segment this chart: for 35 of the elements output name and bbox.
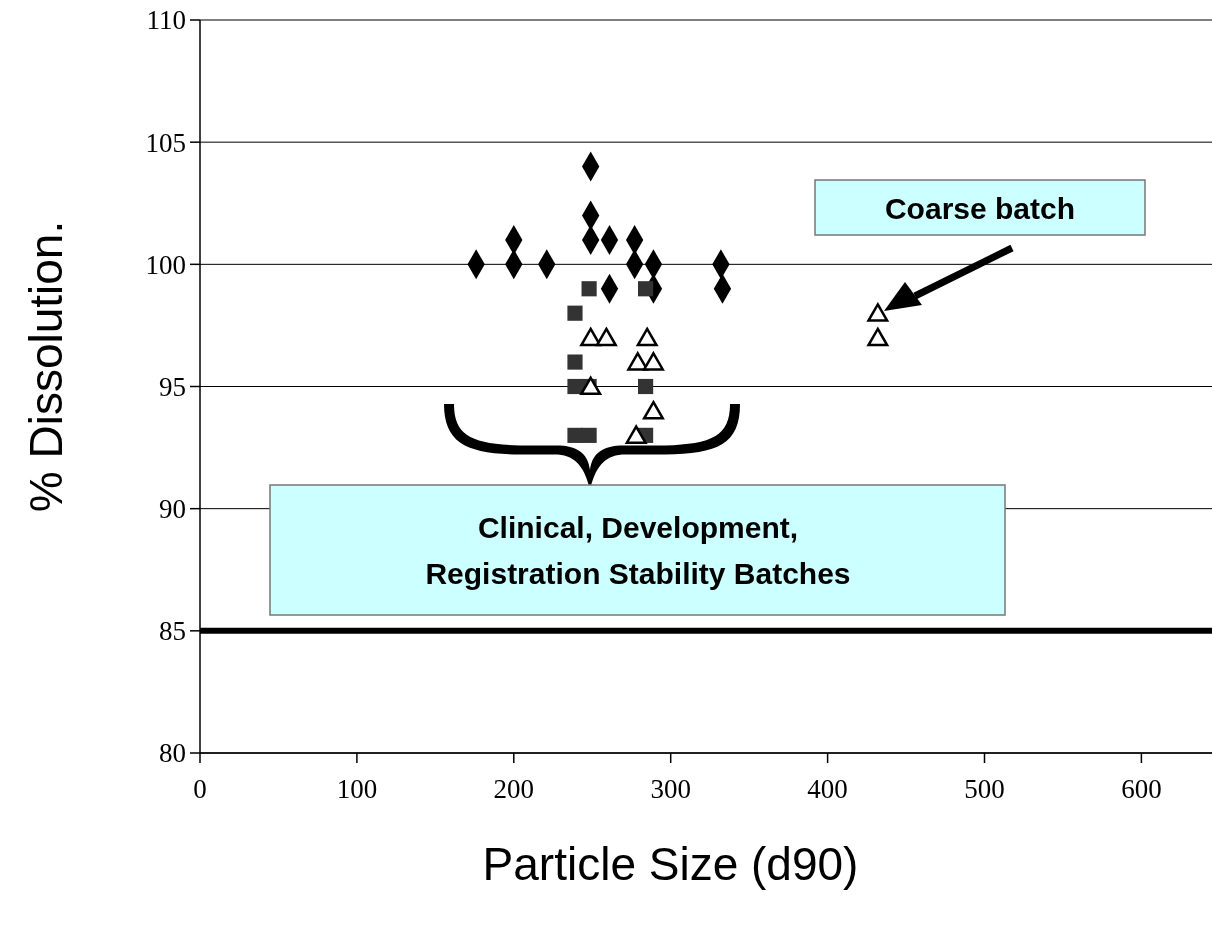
x-tick-label: 400	[807, 774, 848, 804]
y-tick-label: 95	[159, 371, 186, 402]
y-tick-label: 105	[145, 127, 186, 158]
point	[638, 281, 654, 297]
point	[642, 400, 664, 420]
y-axis-title: % Dissolution.	[20, 220, 72, 513]
point	[636, 327, 658, 347]
y-tick-label: 80	[159, 738, 186, 769]
point	[627, 352, 649, 371]
point	[625, 425, 647, 444]
point	[581, 281, 597, 297]
point	[567, 427, 583, 443]
x-axis-title: Particle Size (d90)	[482, 838, 859, 890]
x-tick-label: 500	[964, 774, 1005, 804]
x-tick-label: 200	[493, 774, 535, 804]
point	[595, 327, 617, 347]
point	[867, 303, 889, 322]
x-tick-label: 100	[336, 774, 378, 804]
point	[581, 427, 597, 443]
annotation: Coarse batch	[884, 191, 1076, 225]
y-tick-label: 100	[145, 249, 186, 280]
point	[567, 305, 583, 321]
y-tick-label: 85	[159, 616, 186, 647]
y-tick-label: 110	[146, 5, 186, 36]
x-tick-label: 600	[1121, 774, 1162, 804]
annotation: Clinical, Development, Registration Stability Batches	[425, 511, 851, 590]
point	[580, 376, 602, 396]
point	[867, 327, 889, 347]
point	[638, 378, 654, 395]
x-tick-label: 300	[650, 774, 691, 804]
point	[567, 354, 583, 370]
point	[567, 378, 583, 395]
point	[642, 352, 664, 371]
y-tick-label: 90	[159, 494, 186, 525]
x-tick-label: 0	[193, 774, 207, 804]
